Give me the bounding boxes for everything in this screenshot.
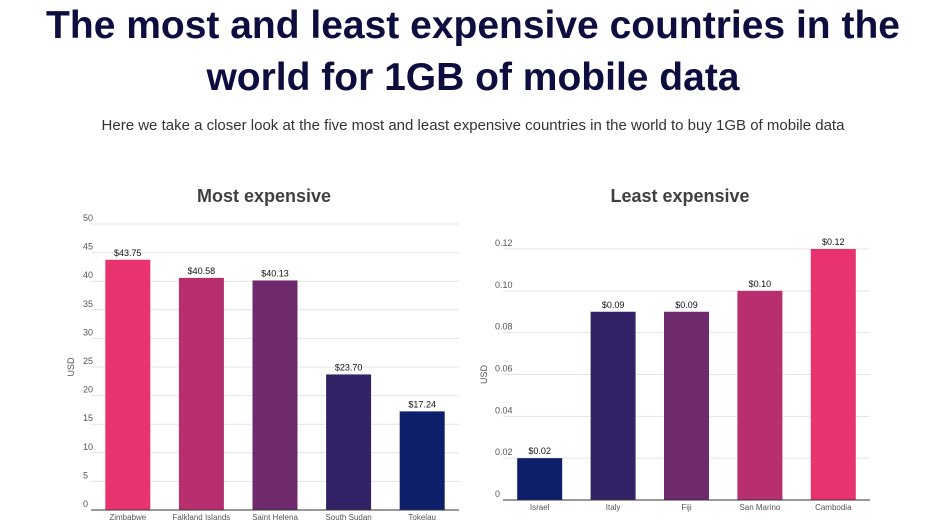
chart-title-most-expensive: Most expensive <box>196 186 332 206</box>
data-label: $0.02 <box>528 446 551 456</box>
y-tick-label: 40 <box>83 270 93 280</box>
bar <box>178 277 224 510</box>
bar <box>810 249 856 500</box>
data-label: $23.70 <box>335 362 363 372</box>
y-tick-label: 20 <box>83 385 93 395</box>
y-tick-label: 0 <box>495 489 500 499</box>
y-tick-label: 35 <box>83 299 93 309</box>
y-tick-label: 0.04 <box>495 405 513 415</box>
y-tick-label: 0.10 <box>495 280 513 290</box>
x-tick-label: Tokelau <box>408 513 436 522</box>
y-tick-label: 30 <box>83 327 93 337</box>
y-tick-label: 0.12 <box>495 238 513 248</box>
y-tick-label: 15 <box>83 413 93 423</box>
page-title: The most and least expensive countries i… <box>0 0 946 104</box>
bar <box>590 311 636 500</box>
y-tick-label: 0.02 <box>495 447 513 457</box>
y-tick-label: 50 <box>83 213 93 223</box>
bar <box>737 290 783 500</box>
page-title-text: The most and least expensive countries i… <box>46 4 900 99</box>
data-label: $17.24 <box>408 399 436 409</box>
x-tick-label: Israel <box>530 503 550 512</box>
bar <box>517 458 563 500</box>
x-tick-label: Cambodia <box>815 503 852 512</box>
bar <box>326 374 372 510</box>
x-tick-label: Falkland Islands <box>172 513 230 522</box>
data-label: $40.58 <box>188 266 216 276</box>
x-tick-label: Saint Helena <box>252 513 298 522</box>
y-tick-label: 0.06 <box>495 364 513 374</box>
y-tick-label: 5 <box>83 470 88 480</box>
x-tick-label: South Sudan <box>325 513 371 522</box>
x-tick-label: Zimbabwe <box>109 513 146 522</box>
y-tick-label: 10 <box>83 442 93 452</box>
bar <box>664 311 709 500</box>
data-label: $43.75 <box>114 248 142 258</box>
x-tick-label: Italy <box>606 503 621 512</box>
chart-title-least-expensive: Least expensive <box>610 186 750 206</box>
x-tick-label: San Marino <box>739 503 780 512</box>
y-axis-label: USD <box>66 357 76 377</box>
data-label: $0.10 <box>749 279 772 289</box>
data-label: $40.13 <box>261 268 289 278</box>
y-tick-label: 45 <box>83 242 93 252</box>
x-tick-label: Fiji <box>681 503 691 512</box>
y-tick-label: 0 <box>83 499 88 509</box>
bar <box>252 280 298 510</box>
data-label: $0.09 <box>675 300 698 310</box>
bar <box>399 411 445 510</box>
page-subtitle: Here we take a closer look at the five m… <box>101 117 845 134</box>
bar <box>105 259 151 510</box>
data-label: $0.12 <box>822 237 845 247</box>
data-label: $0.09 <box>602 300 625 310</box>
y-axis-label: USD <box>479 365 489 385</box>
y-tick-label: 25 <box>83 356 93 366</box>
y-tick-label: 0.08 <box>495 322 513 332</box>
